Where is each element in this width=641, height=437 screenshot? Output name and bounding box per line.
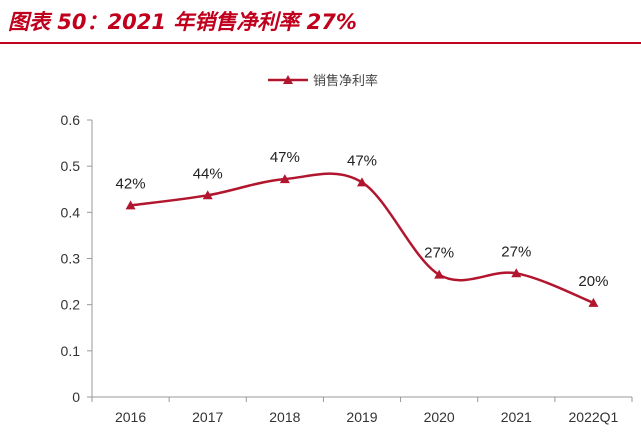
figure-title: 图表 50：2021 年销售净利率 27% [8,10,357,34]
x-tick-label: 2020 [424,409,455,425]
data-point-marker [357,177,367,187]
data-label: 27% [501,243,531,260]
x-tick-label: 2019 [346,409,377,425]
x-tick-label: 2017 [192,409,223,425]
title-underline [0,42,641,44]
y-tick-label: 0.2 [61,297,81,313]
x-tick-label: 2022Q1 [569,409,619,425]
series-markers [125,174,599,307]
data-point-marker [511,268,522,278]
y-tick-label: 0.4 [61,204,81,220]
data-label: 44% [193,165,223,182]
x-tick-labels: 2016 2017 2018 2019 2020 2021 2022Q1 [91,397,633,425]
data-point-marker [588,297,599,307]
y-tick-label: 0 [72,389,80,405]
legend: 销售净利率 [268,73,378,89]
y-tick-labels: 0 0.1 0.2 0.3 0.4 0.5 0.6 [61,112,92,405]
data-label: 27% [424,245,454,262]
legend-label: 销售净利率 [313,73,378,89]
x-tick-label: 2016 [115,409,146,425]
legend-marker [283,75,293,84]
data-point-marker [202,190,213,200]
data-point-marker [125,200,136,210]
figure-header: 图表 50：2021 年销售净利率 27% [0,0,641,44]
data-point-marker [434,269,445,279]
y-tick-label: 0.6 [61,112,81,128]
y-tick-label: 0.5 [61,158,81,174]
x-tick-label: 2021 [501,409,532,425]
x-tick-label: 2018 [269,409,300,425]
y-tick-label: 0.3 [61,251,81,267]
data-label: 47% [347,152,377,169]
data-label: 20% [578,273,608,290]
data-point-marker [279,174,290,184]
data-labels: 42% 44% 47% 47% 27% 27% 20% [116,149,609,290]
series-line [130,172,594,304]
data-label: 42% [116,175,146,192]
data-label: 47% [270,149,300,166]
y-tick-label: 0.1 [61,343,81,359]
